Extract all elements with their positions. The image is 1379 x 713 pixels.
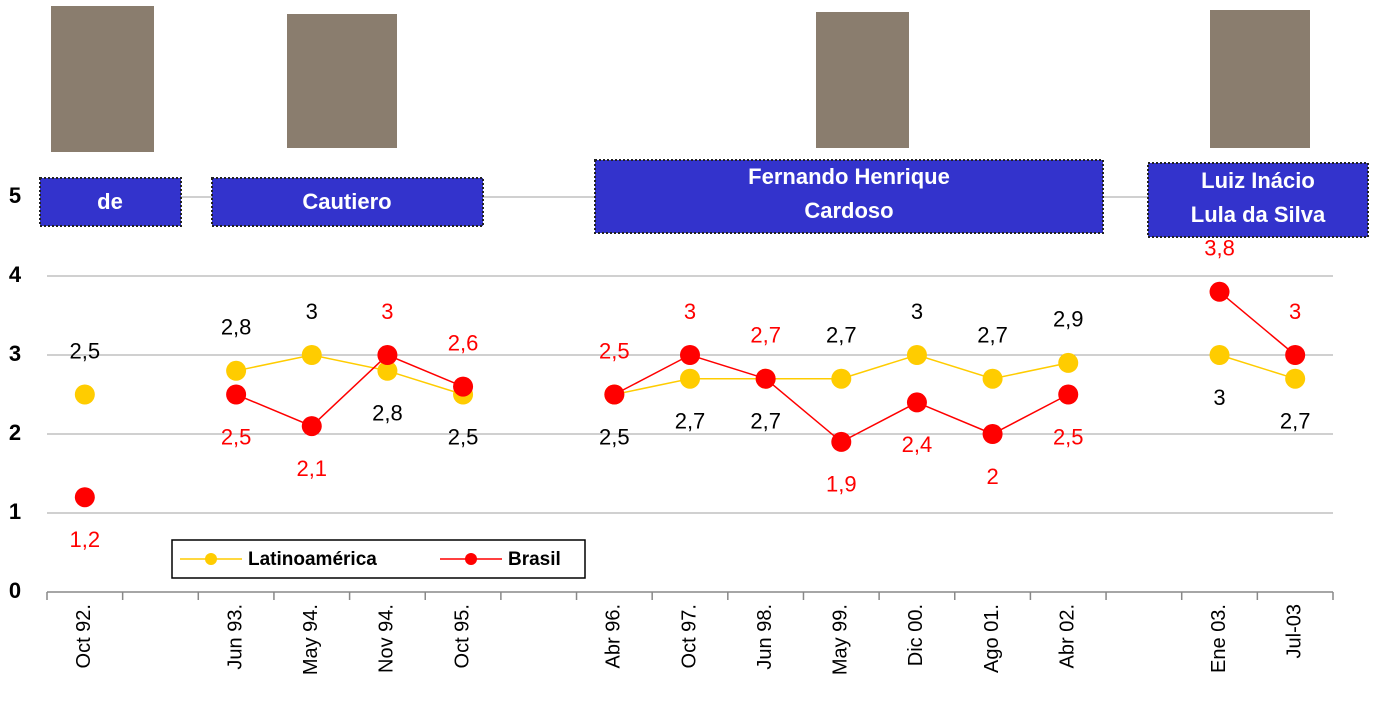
data-label: 2,7 — [750, 323, 781, 348]
annotation: Cautiero — [302, 189, 391, 214]
data-label: 2,1 — [296, 456, 327, 481]
data-point — [1210, 282, 1230, 302]
data-label: 2,4 — [902, 432, 933, 457]
data-label: 2 — [986, 464, 998, 489]
plot-area: 0 1 2 3 4 5 Oct 92. Jun 93. May 94. Nov 94. Oct 95… — [9, 183, 1333, 675]
data-label: 2,9 — [1053, 307, 1084, 332]
data-label: 2,5 — [599, 424, 630, 449]
data-point — [75, 385, 95, 405]
data-label: 2,5 — [599, 338, 630, 363]
y-tick-label: 3 — [9, 341, 21, 366]
data-label: 2,8 — [221, 315, 252, 340]
data-point — [226, 361, 246, 381]
data-point — [75, 487, 95, 507]
data-point — [983, 424, 1003, 444]
data-label: 3 — [911, 299, 923, 324]
x-tick-label: May 94. — [300, 604, 322, 675]
y-tick-label: 4 — [9, 262, 22, 287]
data-point — [983, 369, 1003, 389]
legend-label: Brasil — [508, 549, 561, 570]
data-label: 2,5 — [221, 424, 252, 449]
series-line — [236, 355, 463, 395]
data-label: 2,7 — [750, 409, 781, 434]
annotation: Cardoso — [804, 198, 893, 223]
x-tick-label: Ene 03. — [1208, 604, 1230, 673]
data-point — [226, 385, 246, 405]
annotation: Luiz Inácio — [1201, 168, 1315, 193]
x-tick-label: Nov 94. — [376, 604, 398, 673]
data-label: 2,5 — [448, 424, 479, 449]
x-tick-label: Dic 00. — [905, 604, 927, 666]
data-label: 3 — [306, 299, 318, 324]
x-tick-label: Oct 97. — [678, 604, 700, 668]
x-tick-label: Jul-03 — [1283, 604, 1305, 658]
annotation: de — [97, 189, 123, 214]
data-label: 2,7 — [826, 323, 857, 348]
y-tick-label: 2 — [9, 420, 21, 445]
data-label: 1,9 — [826, 472, 857, 497]
x-tick-label: Abr 02. — [1057, 604, 1079, 668]
photo — [51, 6, 154, 152]
data-point — [302, 345, 322, 365]
data-label: 1,2 — [70, 527, 101, 552]
data-point — [907, 392, 927, 412]
data-label: 3,8 — [1204, 236, 1235, 261]
data-point — [831, 369, 851, 389]
data-label: 3 — [1213, 385, 1225, 410]
x-tick-label: Ago 01. — [981, 604, 1003, 673]
data-point — [1210, 345, 1230, 365]
y-tick-label: 5 — [9, 183, 21, 208]
data-point — [1285, 369, 1305, 389]
data-point — [831, 432, 851, 452]
legend-marker — [205, 553, 217, 565]
data-label: 2,6 — [448, 330, 479, 355]
data-point — [680, 369, 700, 389]
legend-label: Latinoamérica — [248, 549, 377, 570]
data-point — [377, 345, 397, 365]
x-tick-label: Jun 98. — [754, 604, 776, 670]
photo — [1210, 10, 1310, 148]
data-label: 2,7 — [675, 409, 706, 434]
data-label: 2,5 — [1053, 424, 1084, 449]
data-point — [907, 345, 927, 365]
x-tick-label: May 99. — [830, 604, 852, 675]
data-point — [1285, 345, 1305, 365]
data-point — [604, 385, 624, 405]
x-tick-label: Abr 96. — [603, 604, 625, 668]
data-label: 3 — [684, 299, 696, 324]
data-label: 3 — [1289, 299, 1301, 324]
series-line — [236, 355, 463, 426]
data-label: 2,8 — [372, 401, 403, 426]
annotation: Lula da Silva — [1191, 202, 1326, 227]
photo — [816, 12, 909, 148]
data-point — [1058, 353, 1078, 373]
photo — [287, 14, 397, 148]
data-label: 2,7 — [1280, 409, 1311, 434]
data-point — [680, 345, 700, 365]
data-label: 3 — [381, 299, 393, 324]
legend-marker — [465, 553, 477, 565]
data-point — [302, 416, 322, 436]
x-tick-label: Jun 93. — [224, 604, 246, 670]
data-label: 2,5 — [70, 338, 101, 363]
y-tick-label: 0 — [9, 578, 21, 603]
data-point — [756, 369, 776, 389]
series-line — [1220, 355, 1296, 379]
x-tick-label: Oct 95. — [451, 604, 473, 668]
y-tick-label: 1 — [9, 499, 21, 524]
annotation: Fernando Henrique — [748, 164, 950, 189]
x-tick-label: Oct 92. — [73, 604, 95, 668]
data-point — [1058, 385, 1078, 405]
series-line — [1220, 292, 1296, 355]
chart: 0 1 2 3 4 5 Oct 92. Jun 93. May 94. Nov 94. Oct 95… — [0, 0, 1379, 713]
data-point — [453, 377, 473, 397]
data-label: 2,7 — [977, 323, 1008, 348]
